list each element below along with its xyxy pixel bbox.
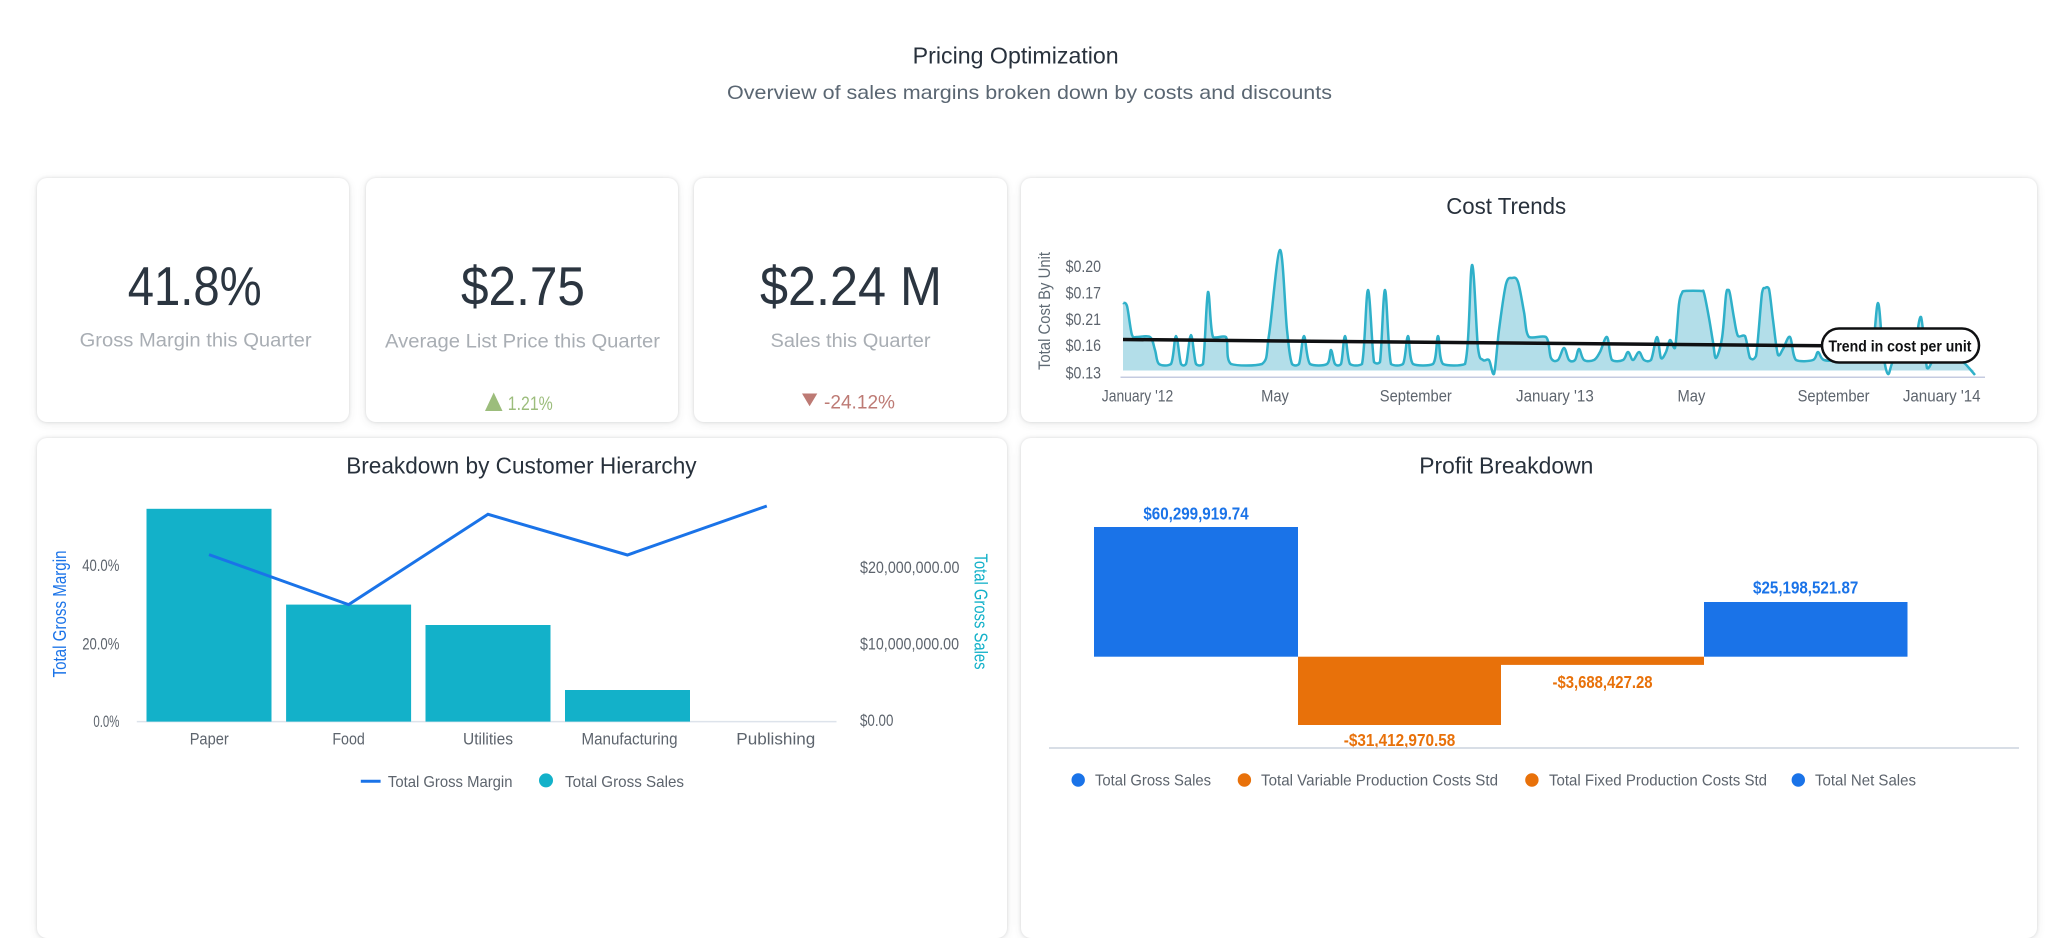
svg-text:Utilities: Utilities: [463, 731, 513, 749]
svg-text:Gross Margin this Quarter: Gross Margin this Quarter: [80, 331, 313, 352]
svg-text:Total Cost By Unit: Total Cost By Unit: [1035, 252, 1054, 370]
svg-text:January '12: January '12: [1102, 388, 1174, 406]
svg-text:Sales this Quarter: Sales this Quarter: [771, 331, 932, 352]
svg-text:Cost Trends: Cost Trends: [1446, 193, 1566, 219]
svg-text:$2.24 M: $2.24 M: [760, 255, 942, 317]
svg-text:May: May: [1678, 388, 1706, 406]
svg-text:$0.21: $0.21: [1066, 311, 1101, 329]
svg-text:$2.75: $2.75: [461, 255, 585, 317]
svg-text:$60,299,919.74: $60,299,919.74: [1143, 504, 1249, 524]
svg-text:$0.20: $0.20: [1066, 258, 1101, 276]
svg-text:$20,000,000.00: $20,000,000.00: [860, 559, 959, 577]
svg-text:40.0%: 40.0%: [82, 557, 119, 575]
svg-text:Publishing: Publishing: [736, 731, 815, 749]
svg-text:Total Gross Sales: Total Gross Sales: [1095, 772, 1211, 789]
svg-text:Trend in cost per unit: Trend in cost per unit: [1829, 339, 1973, 356]
svg-text:$0.16: $0.16: [1066, 337, 1101, 355]
svg-text:1.21%: 1.21%: [508, 394, 553, 415]
svg-text:Overview of sales margins brok: Overview of sales margins broken down by…: [727, 82, 1332, 104]
svg-text:Total Gross Margin: Total Gross Margin: [388, 774, 513, 791]
svg-text:0.0%: 0.0%: [93, 713, 119, 731]
svg-text:January '13: January '13: [1516, 388, 1594, 406]
svg-text:-$3,688,427.28: -$3,688,427.28: [1553, 672, 1653, 692]
svg-text:$0.00: $0.00: [860, 712, 893, 730]
svg-text:May: May: [1261, 388, 1289, 406]
svg-text:Total Gross Sales: Total Gross Sales: [971, 554, 991, 670]
svg-text:$0.13: $0.13: [1066, 364, 1101, 382]
svg-text:Total Gross Sales: Total Gross Sales: [565, 774, 684, 791]
svg-text:-$31,412,970.58: -$31,412,970.58: [1344, 730, 1456, 750]
svg-text:Manufacturing: Manufacturing: [582, 731, 678, 749]
svg-text:-24.12%: -24.12%: [824, 393, 895, 414]
svg-text:September: September: [1798, 388, 1870, 406]
svg-text:Profit Breakdown: Profit Breakdown: [1419, 453, 1593, 479]
svg-text:September: September: [1380, 388, 1452, 406]
svg-text:Total Net Sales: Total Net Sales: [1815, 772, 1916, 789]
svg-text:Total Variable Production Cost: Total Variable Production Costs Std: [1261, 772, 1498, 789]
svg-text:20.0%: 20.0%: [82, 635, 119, 653]
svg-text:$0.17: $0.17: [1066, 285, 1101, 303]
svg-text:Food: Food: [332, 731, 365, 749]
svg-text:Total Gross Margin: Total Gross Margin: [50, 551, 70, 678]
svg-text:Total Fixed Production Costs S: Total Fixed Production Costs Std: [1549, 772, 1767, 789]
svg-text:Average List Price this Quarte: Average List Price this Quarter: [385, 332, 661, 353]
svg-text:Paper: Paper: [190, 731, 229, 749]
svg-text:41.8%: 41.8%: [128, 255, 262, 317]
svg-text:Pricing Optimization: Pricing Optimization: [913, 43, 1119, 69]
svg-text:Breakdown by Customer Hierarch: Breakdown by Customer Hierarchy: [346, 453, 697, 479]
svg-text:January '14: January '14: [1903, 388, 1981, 406]
svg-text:$10,000,000.00: $10,000,000.00: [860, 635, 959, 653]
svg-text:$25,198,521.87: $25,198,521.87: [1753, 578, 1858, 598]
